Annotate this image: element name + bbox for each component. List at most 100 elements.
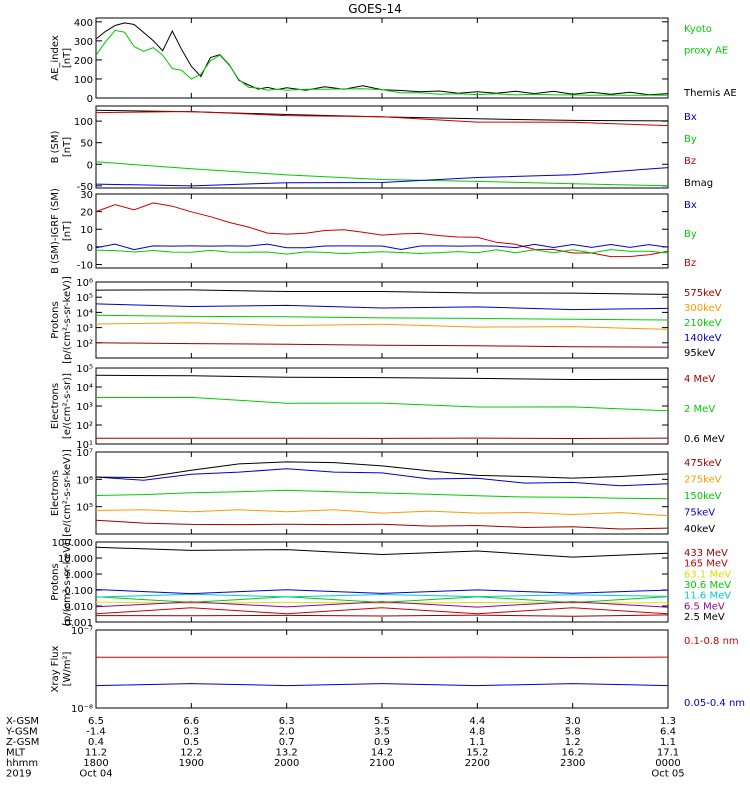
- series-line-unlabeled: [95, 546, 669, 558]
- legend-label: 165 MeV: [684, 559, 728, 570]
- y-tick-label: 10⁻⁷: [71, 626, 93, 637]
- y-axis-unit: [p/(cm²-s-sr-keV)]: [62, 538, 73, 626]
- series-line-300kev: [95, 322, 669, 330]
- legend-label: By: [684, 134, 697, 145]
- ephemeris-value: 2300: [560, 758, 585, 769]
- ephemeris-row-label: X-GSM: [6, 716, 39, 727]
- ephemeris-value: 15.2: [466, 748, 488, 759]
- ephemeris-value: 11.2: [85, 748, 107, 759]
- legend-label: 300keV: [684, 303, 722, 314]
- y-tick-label: 0: [87, 243, 93, 254]
- ephemeris-value: 3.0: [565, 716, 581, 727]
- series-line-275kev: [95, 468, 669, 487]
- y-tick-label: 10³: [76, 402, 93, 413]
- y-tick-label: 10³: [76, 324, 93, 335]
- y-tick-label: 10⁶: [76, 475, 93, 486]
- ephemeris-value: 1.1: [469, 737, 485, 748]
- y-tick-label: 10⁴: [76, 383, 93, 394]
- ephemeris-row-label: Y-GSM: [5, 727, 38, 738]
- y-tick-label: 0: [87, 94, 93, 105]
- legend-label: 475keV: [684, 458, 722, 469]
- series-line-2-mev: [95, 396, 669, 412]
- series-line-kyoto-proxy-ae: [95, 29, 669, 96]
- y-tick-label: 20: [80, 208, 93, 219]
- y-tick-label: 10²: [76, 339, 93, 350]
- panel-3: -10 0 10 20 30 B (SM)-IGRF (SM) [nT] Bx By Bz: [50, 188, 697, 274]
- y-axis-unit: [W/m²]: [62, 651, 73, 686]
- ephemeris-value: 2100: [369, 758, 394, 769]
- ephemeris-value: 1900: [179, 758, 204, 769]
- legend-label: 575keV: [684, 288, 722, 299]
- series-line-2-5-mev: [95, 589, 669, 595]
- y-axis-label: Electrons: [50, 383, 61, 429]
- y-tick-label: 400: [74, 18, 93, 29]
- series-line-40kev: [95, 519, 669, 530]
- ephemeris-value: 2200: [465, 758, 490, 769]
- ephemeris-value: 1.1: [660, 737, 676, 748]
- x-axis-ephemeris: X-GSM 6.5 6.6 6.3 5.5 4.4 3.0 1.3 Y-GSM -1.4 0.3 2.…: [5, 716, 685, 780]
- panel-1: 0 100 200 300 400 AE_index [nT] Kyoto proxy AE Th…: [50, 17, 737, 105]
- legend-label: 95keV: [684, 348, 715, 359]
- series-line-6-5-mev: [95, 601, 669, 608]
- series-line-0-05-0-4-nm: [95, 683, 669, 687]
- ephemeris-value: 14.2: [371, 748, 393, 759]
- y-axis-unit: [e/(cm²-s-sr-keV)]: [62, 449, 73, 537]
- ephemeris-value: 6.6: [183, 716, 199, 727]
- series-line-140kev: [95, 303, 669, 311]
- legend-label: proxy AE: [684, 45, 728, 56]
- panel-frame: [95, 17, 669, 99]
- legend-label: 63.1 MeV: [684, 569, 731, 580]
- ephemeris-value: -1.4: [86, 727, 106, 738]
- series-line-bx: [95, 167, 669, 187]
- ephemeris-value: 16.2: [562, 748, 584, 759]
- ephemeris-value: 1.2: [565, 737, 581, 748]
- y-axis-unit: [nT]: [62, 137, 73, 157]
- y-axis-label: Protons: [50, 301, 61, 338]
- y-tick-label: 10⁻⁸: [71, 704, 93, 715]
- ephemeris-value: 6.3: [279, 716, 295, 727]
- y-tick-label: 10⁶: [76, 278, 93, 289]
- series-line-95kev: [95, 289, 669, 295]
- series-line-0-6-mev: [95, 374, 669, 381]
- series-line-by: [95, 249, 669, 255]
- y-tick-label: -50: [77, 182, 93, 193]
- ephemeris-value: 6.5: [88, 716, 104, 727]
- panel-7: 0.001 0.010 0.100 1.000 10.000 100.000 Protons…: [50, 538, 731, 629]
- legend-label: 433 MeV: [684, 548, 728, 559]
- panel-2: -50 0 50 100 B (SM) [nT] Bx By Bz Bmag: [50, 105, 713, 193]
- series-line-themis-ae: [95, 22, 669, 96]
- legend-label: Themis AE: [683, 88, 737, 99]
- ephemeris-value: 0.7: [279, 737, 295, 748]
- legend-label: 6.5 MeV: [684, 601, 725, 612]
- y-tick-label: 300: [74, 37, 93, 48]
- y-tick-label: 10.000: [58, 554, 93, 565]
- y-axis-unit: [nT]: [62, 221, 73, 241]
- ephemeris-value: 0000: [655, 758, 680, 769]
- y-axis-label: Electrons: [50, 470, 61, 516]
- ephemeris-value: 17.1: [657, 748, 679, 759]
- legend-label: By: [684, 229, 697, 240]
- ephemeris-value: 0.5: [183, 737, 199, 748]
- legend-label: 2.5 MeV: [684, 612, 725, 623]
- ephemeris-value: 3.5: [374, 727, 390, 738]
- chart-title: GOES-14: [348, 2, 402, 16]
- ephemeris-value: 4.4: [469, 716, 485, 727]
- y-tick-label: 100: [74, 117, 93, 128]
- y-axis-label: Protons: [50, 563, 61, 600]
- y-tick-label: 50: [80, 139, 93, 150]
- legend-label: 40keV: [684, 524, 715, 535]
- legend-label: Kyoto: [684, 24, 712, 35]
- y-tick-label: 1.000: [64, 570, 93, 581]
- series-line-165-mev: [95, 607, 669, 615]
- y-axis-unit: [e/(cm²-s-sr)]: [62, 373, 73, 439]
- y-axis-label: B (SM): [50, 130, 61, 163]
- y-axis-label: B (SM)-IGRF (SM): [50, 188, 61, 274]
- series-line-433-mev: [95, 614, 669, 617]
- ephemeris-value: Oct 04: [79, 769, 112, 780]
- ephemeris-row-label: hhmm: [6, 758, 38, 769]
- series-line-210kev: [95, 314, 669, 321]
- y-tick-label: 10²: [76, 421, 93, 432]
- legend-label: 2 MeV: [684, 404, 715, 415]
- series-line-bz: [95, 202, 669, 258]
- y-tick-label: 10⁴: [76, 308, 93, 319]
